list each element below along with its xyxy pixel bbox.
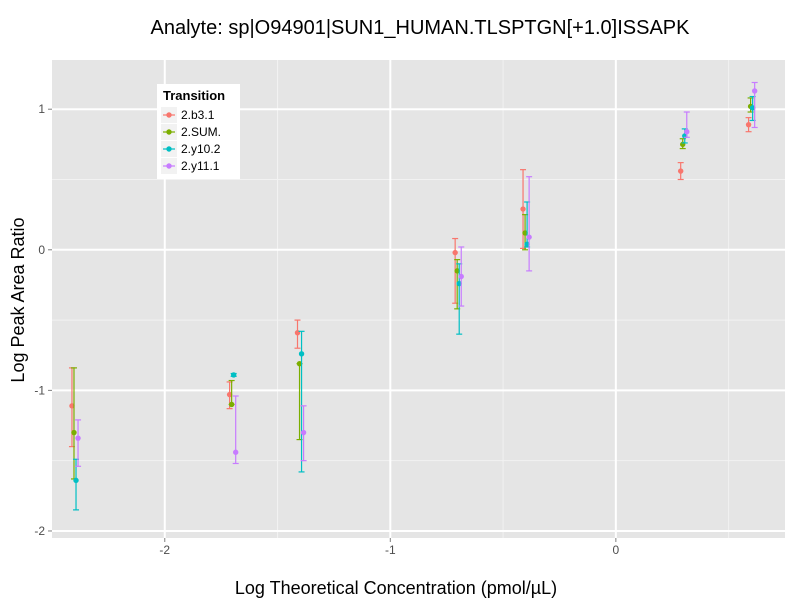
y-tick-label: 1 [38,102,45,116]
data-point [226,391,233,398]
data-point [75,435,81,441]
data-point [458,273,464,280]
x-tick-label: -1 [385,543,396,557]
y-axis-label: Log Peak Area Ratio [8,217,28,382]
data-point [298,351,305,357]
major-gridlines [52,60,785,538]
legend-key-point [166,112,172,118]
data-point [296,360,303,367]
x-axis-ticks: -2 -1 0 [159,538,620,557]
data-point [228,401,235,408]
x-tick-label: 0 [613,543,620,557]
data-point [456,280,462,287]
legend-key-point [166,163,172,169]
y-tick-label: -1 [34,383,45,397]
data-point [69,403,75,409]
x-axis-label: Log Theoretical Concentration (pmol/µL) [235,578,557,598]
legend-label-2.y10.2: 2.y10.2 [181,142,221,156]
legend-key-point [166,129,172,135]
data-point [454,268,460,274]
legend-label-2.SUM.: 2.SUM. [181,125,221,139]
data-point [73,477,79,484]
legend-key-point [166,146,172,152]
y-axis-ticks: -2 -1 0 1 [34,102,52,538]
data-point [684,129,690,135]
minor-gridlines [52,60,785,538]
data-point [230,372,237,378]
data-point [749,105,756,111]
legend: Transition 2.b3.1 2.SUM. 2.y10.2 2.y11.1 [157,84,240,179]
data-point [751,88,758,94]
legend-label-2.b3.1: 2.b3.1 [181,108,215,122]
data-point [300,429,307,436]
data-point [526,234,532,240]
chart-title: Analyte: sp|O94901|SUN1_HUMAN.TLSPTGN[+1… [151,17,691,39]
legend-title: Transition [163,88,225,103]
legend-label-2.y11.1: 2.y11.1 [181,159,220,173]
y-tick-label: -2 [34,524,45,538]
data-point [524,241,530,247]
data-point [520,206,526,212]
data-series [68,81,758,511]
data-point [745,121,752,128]
x-tick-label: -2 [159,543,170,557]
data-point [522,230,528,236]
data-point [233,449,239,455]
data-point [71,429,77,436]
data-point [677,168,684,174]
data-point [452,249,458,256]
y-tick-label: 0 [38,243,45,257]
series-2.y11.1 [75,81,758,467]
